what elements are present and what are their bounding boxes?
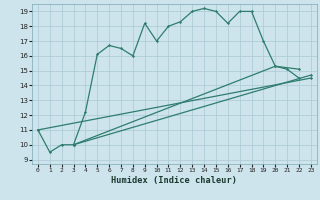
X-axis label: Humidex (Indice chaleur): Humidex (Indice chaleur): [111, 176, 237, 185]
